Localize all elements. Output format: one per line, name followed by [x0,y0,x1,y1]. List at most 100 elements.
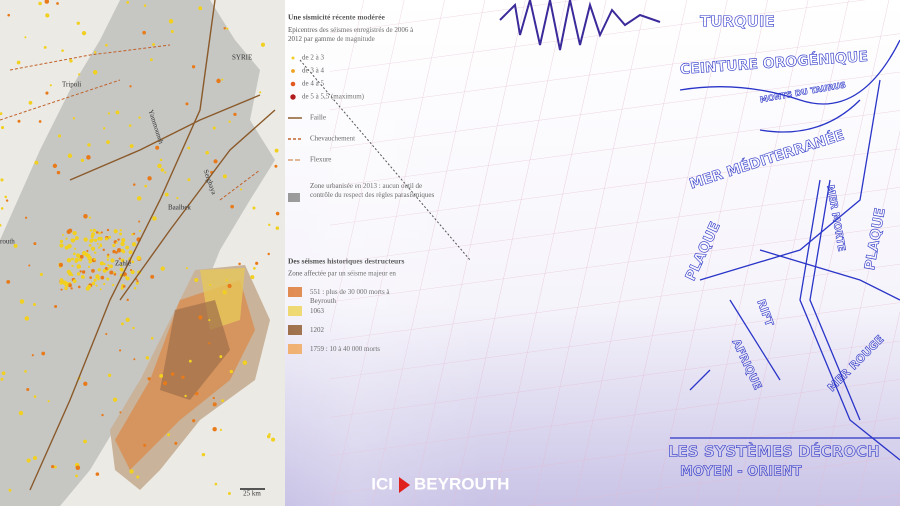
epicentre [61,233,65,236]
epicentre [259,91,262,94]
epicentre [191,65,196,69]
epicentre [159,158,163,162]
epicentre [93,278,97,282]
epicentre [74,257,79,263]
epicentre [38,1,42,6]
epicentre [92,70,98,75]
epicentre [91,281,96,286]
epicentre [57,134,62,138]
epicentre [147,176,152,181]
epicentre [120,248,125,253]
epicentre [170,372,175,376]
epicentre [64,286,68,291]
epicentre [113,271,116,274]
epicentre [72,230,77,236]
seismograph [499,0,661,51]
epicentre [160,168,165,172]
epicentre [33,395,37,398]
epicentre [93,238,98,242]
epicentre [79,270,82,273]
epicentre [129,469,134,474]
epicentre [52,163,58,169]
epicentre [145,356,150,360]
epicentre [116,248,122,253]
epicentre [130,268,133,272]
epicentre [119,232,123,236]
epicentre [157,163,162,169]
place-label: SYRIE [232,54,252,62]
epicentre [124,275,127,278]
epicentre [104,266,108,271]
epicentre [53,465,57,469]
epicentre [160,266,165,271]
epicentre [98,246,101,249]
epicentre [212,126,216,130]
epicentre [18,410,24,416]
epicentre [91,232,95,237]
epicentre [72,279,77,284]
epicentre [24,370,27,373]
historic-zone-1202 [160,300,230,400]
epicentre [274,164,278,168]
epicentre [188,359,192,363]
epicentre [77,285,81,289]
epicentre [164,171,167,174]
epicentre [92,228,96,232]
epicentre [113,272,117,276]
epicentre [119,411,122,414]
epicentre [0,178,4,182]
epicentre [238,262,241,266]
place-label: routh [0,238,15,246]
epicentre [75,474,78,478]
epicentre [102,127,106,130]
epicentre [106,277,110,281]
epicentre [119,267,124,272]
epicentre [94,251,97,254]
epicentre [95,284,98,287]
epicentre [129,144,134,149]
epicentre [147,377,151,381]
epicentre [91,269,95,273]
epicentre [194,278,199,282]
epicentre [106,254,110,258]
epicentre [95,472,100,476]
sketch-caption: MOYEN - ORIENT [680,465,802,480]
epicentre [205,150,209,155]
epicentre [260,42,266,47]
epicentre [59,239,64,243]
epicentre [198,6,203,11]
logo-right: BEYROUTH [414,474,509,493]
epicentre [106,140,110,145]
epicentre [38,120,42,123]
epicentre [138,116,141,119]
epicentre [132,326,135,330]
epicentre [133,287,137,290]
epicentre [96,242,99,245]
epicentre [185,267,188,270]
lebanon-relief [0,0,275,506]
epicentre [59,281,63,285]
epicentre [144,184,148,188]
epicentre [67,153,73,159]
epicentre [113,229,118,234]
epicentre [274,148,279,153]
epicentre [192,419,196,423]
epicentre [136,255,142,261]
epicentre [209,284,212,287]
epicentre [107,373,112,377]
epicentre [59,278,64,282]
epicentre [131,260,135,264]
epicentre [117,238,120,241]
epicentre [88,260,92,264]
epicentre [89,229,93,232]
epicentre [185,102,189,106]
epicentre [125,317,130,322]
epicentre [120,322,124,326]
epicentre [26,458,31,463]
epicentre [130,270,135,275]
epicentre [105,332,108,336]
epicentre [133,183,136,186]
epicentre [99,288,102,291]
sketch-caption: LES SYSTÈMES DÉCROCH [668,442,880,461]
